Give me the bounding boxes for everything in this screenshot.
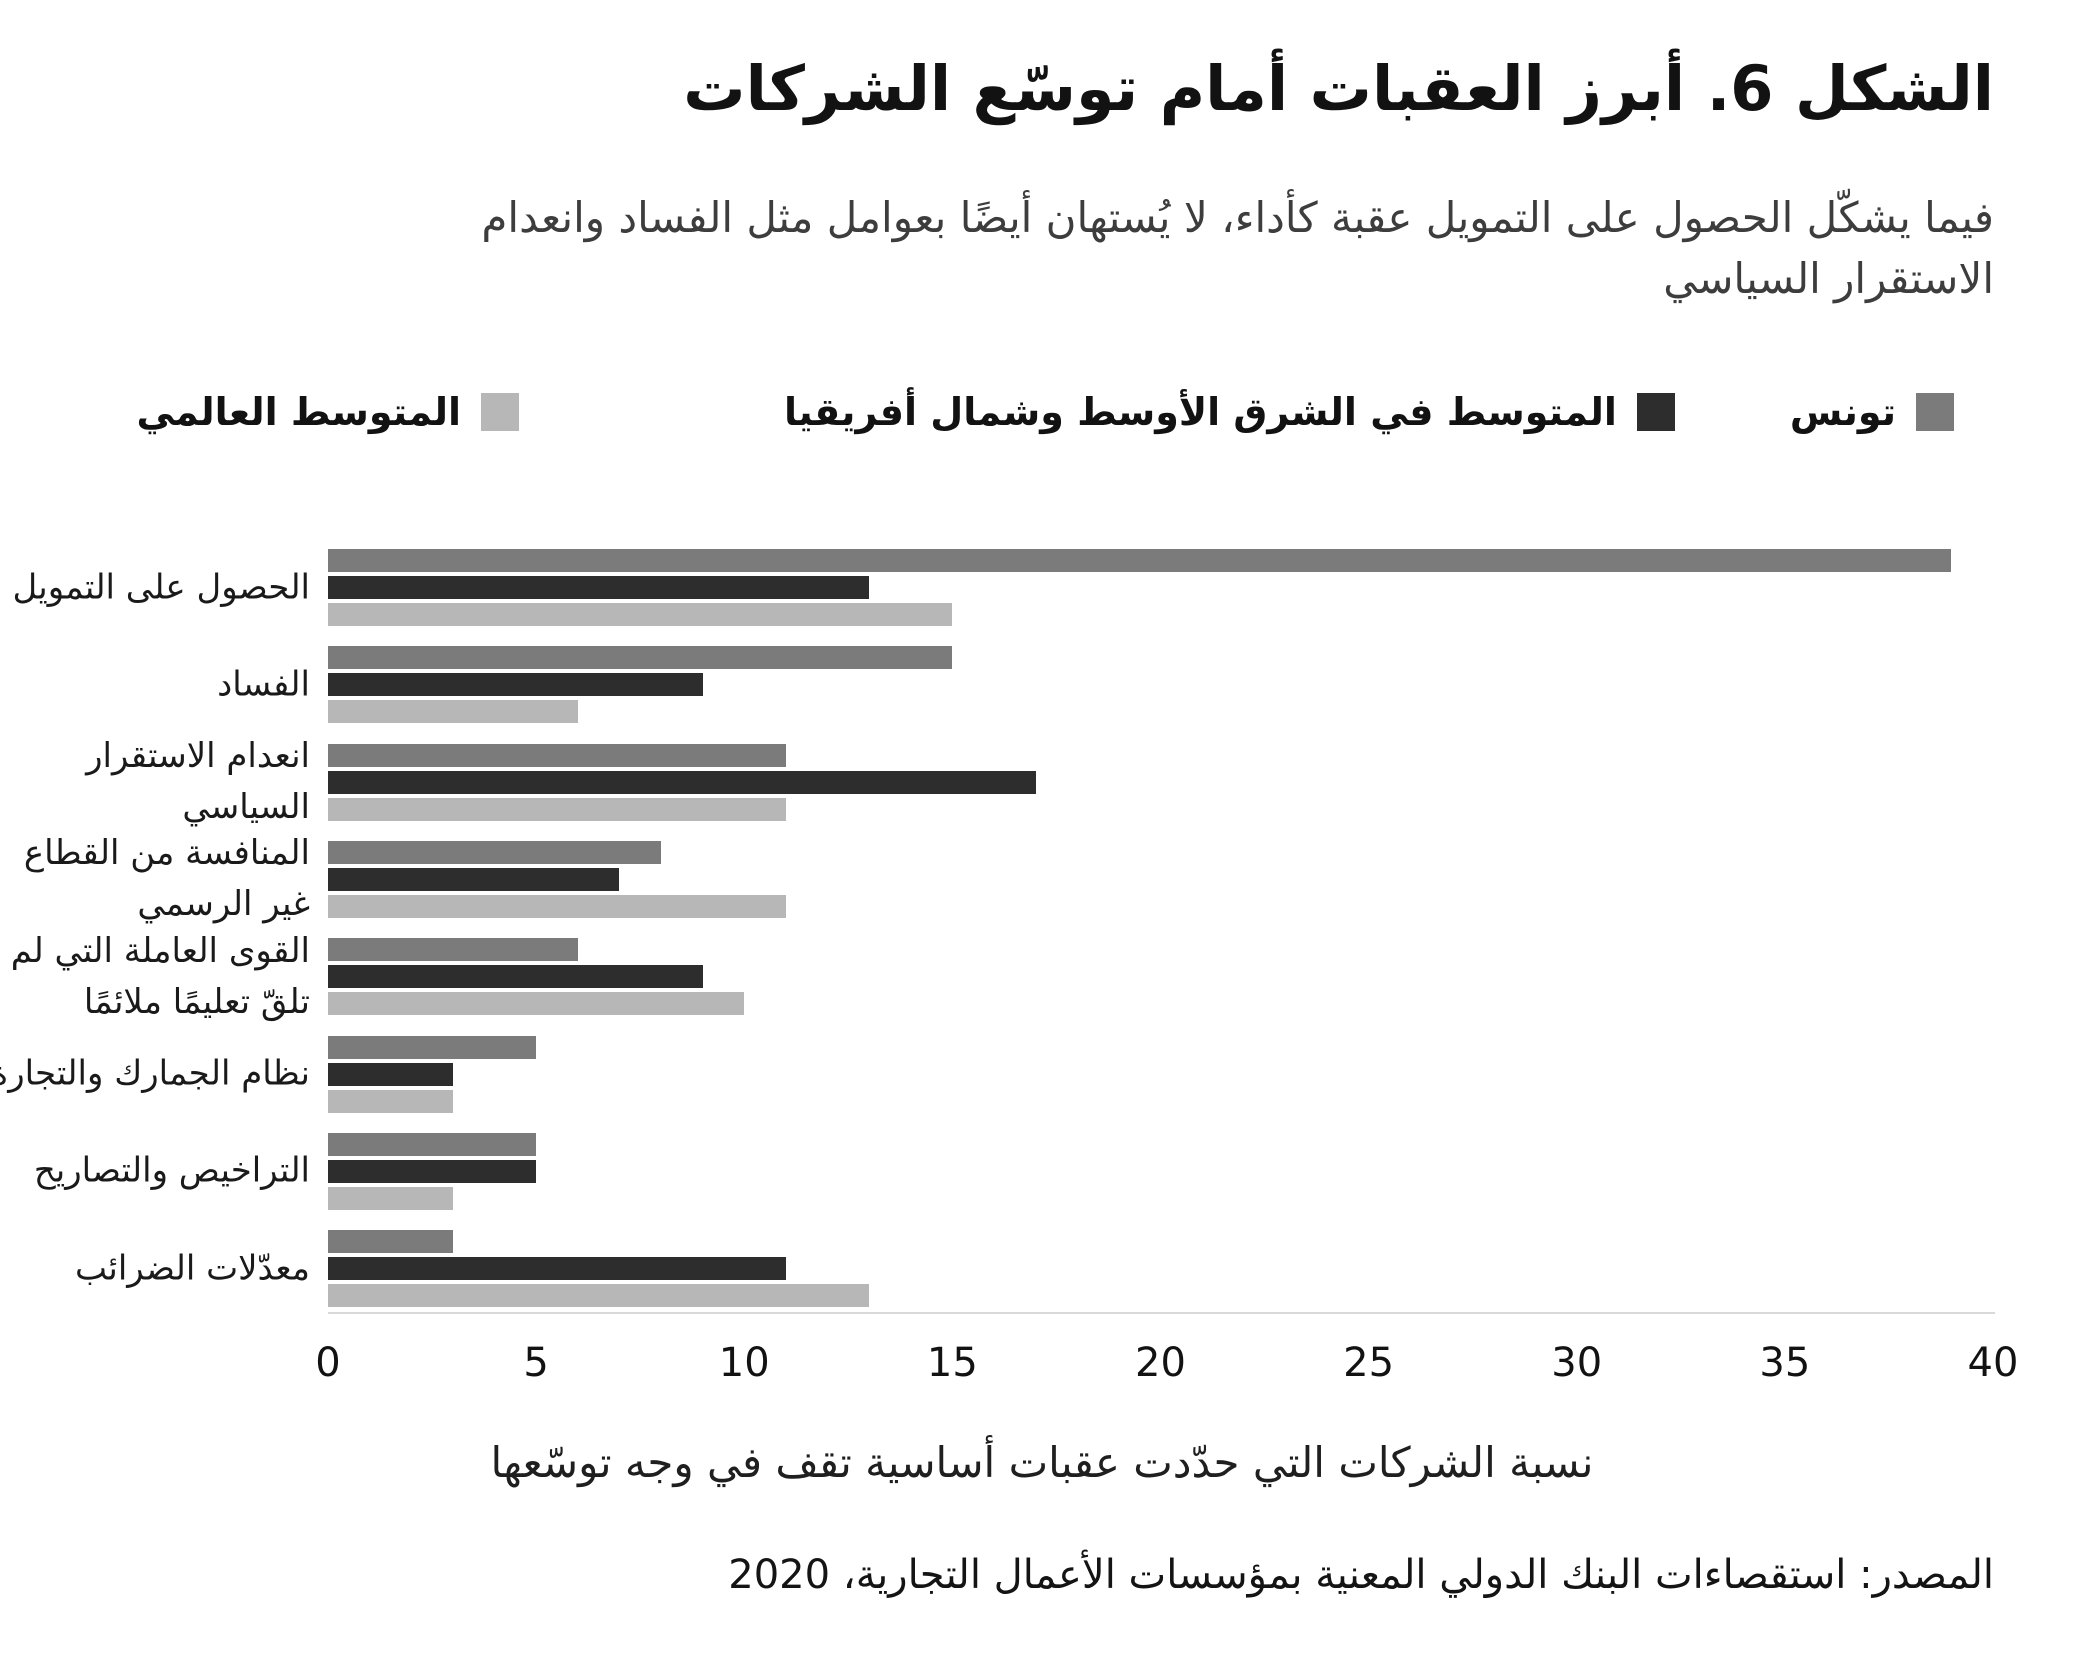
bar — [328, 797, 786, 821]
legend: تونس المتوسط في الشرق الأوسط وشمال أفريقي… — [136, 390, 1954, 434]
figure-subtitle: فيما يشكّل الحصول على التمويل عقبة كأداء… — [481, 193, 1994, 303]
axis-tick-label: 0 — [315, 1340, 341, 1386]
bar — [328, 1089, 453, 1113]
legend-label: المتوسط في الشرق الأوسط وشمال أفريقيا — [784, 390, 1617, 434]
bar — [328, 770, 1036, 794]
bar — [328, 992, 745, 1016]
legend-label: المتوسط العالمي — [136, 390, 462, 434]
bar — [328, 603, 953, 626]
category-label: معدّلات الضرائب — [74, 1248, 310, 1289]
legend-item: المتوسط العالمي — [136, 390, 520, 434]
figure-title: الشكل 6. أبرز العقبات أمام توسّع الشركات — [683, 52, 1994, 125]
bar — [328, 549, 1952, 572]
bar — [328, 965, 703, 989]
bar — [328, 1035, 537, 1059]
legend-swatch — [481, 393, 520, 431]
axis-tick-label: 10 — [718, 1340, 770, 1386]
bar — [328, 700, 578, 724]
axis-tick-label: 20 — [1135, 1340, 1186, 1386]
axis-tick-label: 30 — [1551, 1340, 1603, 1386]
axis-tick-label: 15 — [926, 1340, 978, 1386]
category-label: الفساد — [217, 664, 310, 705]
bar — [328, 1284, 870, 1308]
bar — [328, 1257, 786, 1281]
category-label: القوى العاملة التي لم تلقّ تعليمًا ملائم… — [10, 930, 310, 1022]
bar — [328, 1186, 453, 1210]
legend-item: تونس — [1790, 390, 1954, 434]
bar — [328, 867, 620, 891]
bar — [328, 576, 870, 599]
x-axis-line — [328, 1312, 1995, 1314]
source-note: المصدر: استقصاءات البنك الدولي المعنية ب… — [728, 1552, 1994, 1598]
bar — [328, 894, 786, 918]
bar — [328, 1159, 537, 1183]
axis-tick-label: 40 — [1967, 1340, 2019, 1386]
axis-tick-label: 5 — [523, 1340, 549, 1386]
category-label: التراخيص والتصاريح — [33, 1150, 310, 1191]
category-label: المنافسة من القطاع غير الرسمي — [23, 833, 310, 925]
category-label: انعدام الاستقرار السياسي — [86, 736, 310, 828]
axis-tick-label: 25 — [1343, 1340, 1395, 1386]
legend-item: المتوسط في الشرق الأوسط وشمال أفريقيا — [784, 390, 1675, 434]
bar — [328, 743, 786, 767]
category-label: الحصول على التمويل — [12, 567, 311, 607]
category-label: نظام الجمارك والتجارة — [0, 1053, 310, 1094]
legend-label: تونس — [1789, 390, 1896, 434]
bar — [328, 840, 661, 864]
x-axis-title: نسبة الشركات التي حدّدت عقبات أساسية تقف… — [490, 1438, 1594, 1487]
bar — [328, 646, 953, 670]
bar — [328, 1230, 453, 1254]
bar — [328, 1132, 537, 1156]
legend-swatch — [1636, 393, 1675, 431]
bar — [328, 673, 703, 697]
legend-swatch — [1916, 393, 1954, 431]
axis-tick-label: 35 — [1759, 1340, 1811, 1386]
bar — [328, 938, 578, 962]
bar — [328, 1062, 453, 1086]
